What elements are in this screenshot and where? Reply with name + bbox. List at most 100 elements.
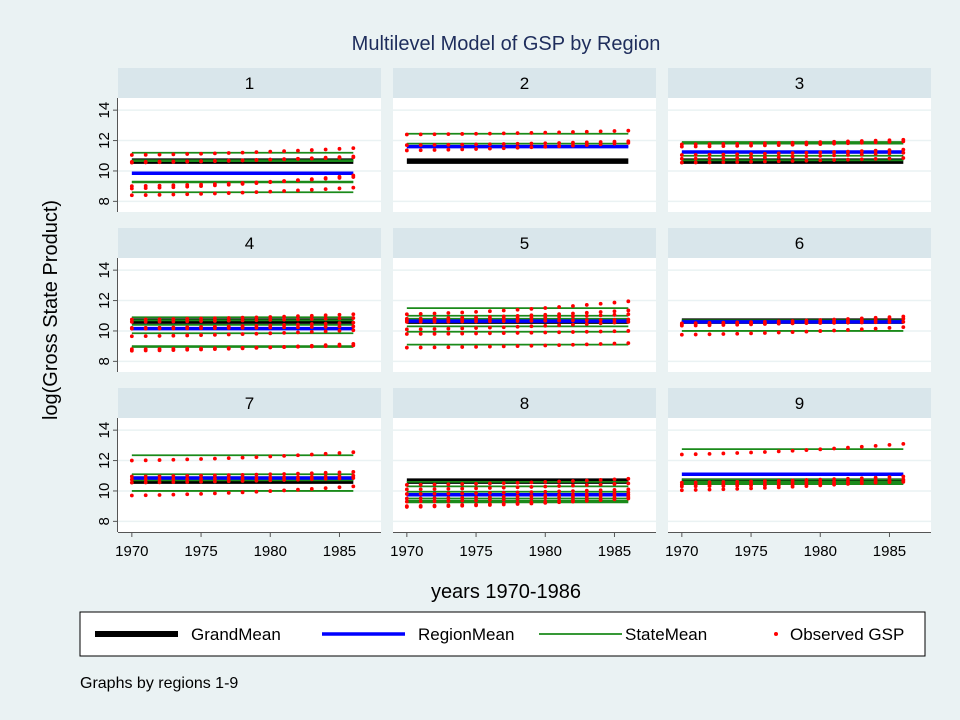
observed-point [790, 484, 795, 489]
observed-point [212, 319, 217, 323]
observed-point [487, 131, 492, 136]
observed-point [749, 483, 753, 488]
observed-point [832, 446, 837, 451]
observed-point [129, 193, 134, 198]
observed-point [185, 159, 190, 164]
observed-point [268, 345, 273, 350]
observed-point [199, 159, 203, 163]
observed-point [268, 331, 273, 336]
observed-point [515, 502, 520, 506]
observed-point [501, 131, 506, 136]
observed-point [446, 132, 451, 137]
observed-point [557, 315, 562, 319]
observed-point [818, 447, 823, 452]
observed-point [584, 498, 589, 503]
observed-point [282, 314, 287, 319]
observed-point [887, 479, 892, 484]
observed-point [446, 147, 451, 152]
observed-point [446, 486, 451, 491]
observed-point [432, 327, 437, 331]
observed-point [460, 345, 465, 349]
observed-point [818, 153, 823, 158]
observed-point [351, 476, 356, 480]
observed-point [226, 191, 231, 195]
observed-point [199, 346, 203, 351]
observed-point [584, 143, 589, 147]
observed-point [157, 477, 162, 482]
observed-point [157, 347, 162, 351]
x-tick-label: 1985 [323, 543, 356, 560]
observed-point [873, 443, 878, 448]
graphs-by-note: Graphs by regions 1-9 [80, 675, 238, 692]
observed-point [446, 311, 451, 315]
observed-point [474, 326, 478, 330]
observed-point [474, 147, 478, 151]
observed-point [418, 332, 423, 336]
panel-header [393, 68, 656, 98]
observed-point [487, 344, 492, 349]
observed-point [846, 482, 850, 486]
observed-point [309, 156, 314, 161]
observed-point [240, 315, 245, 320]
observed-point [873, 326, 878, 331]
observed-point [351, 173, 356, 178]
observed-point [418, 327, 423, 332]
observed-point [887, 320, 892, 324]
observed-point [790, 151, 795, 156]
x-tick-label: 1975 [184, 543, 217, 560]
observed-point [268, 478, 273, 483]
observed-point [185, 184, 190, 189]
observed-point [515, 497, 520, 502]
observed-point [515, 141, 520, 146]
observed-point [598, 313, 603, 318]
x-tick-label: 1980 [804, 543, 837, 560]
observed-point [240, 455, 245, 460]
observed-point [226, 456, 231, 461]
observed-point [776, 485, 781, 490]
observed-point [721, 484, 726, 488]
observed-point [404, 482, 409, 487]
observed-point [557, 130, 562, 135]
observed-point [487, 495, 492, 500]
observed-point [351, 324, 356, 329]
observed-point [296, 314, 300, 319]
observed-point [460, 491, 465, 496]
observed-point [501, 494, 506, 499]
observed-point [337, 146, 342, 151]
observed-point [818, 321, 823, 325]
observed-point [296, 487, 300, 492]
observed-point [626, 299, 631, 304]
observed-point [762, 143, 767, 148]
observed-point [529, 496, 534, 501]
observed-point [460, 147, 465, 152]
observed-point [557, 141, 562, 145]
observed-point [309, 471, 314, 476]
observed-point [501, 319, 506, 324]
panel-6: 6 [668, 228, 931, 372]
observed-point [515, 307, 520, 312]
observed-point [157, 152, 162, 157]
observed-point [543, 493, 548, 498]
observed-point [460, 486, 465, 491]
panel-4: 4 8 10 12 14 [96, 228, 381, 372]
observed-point [543, 141, 548, 146]
observed-point [776, 449, 781, 454]
observed-point [460, 132, 465, 136]
observed-point [226, 479, 231, 484]
observed-point [404, 345, 409, 350]
observed-point [185, 480, 190, 484]
observed-point [226, 316, 231, 320]
observed-point [418, 311, 423, 316]
observed-point [157, 159, 162, 164]
observed-point [571, 483, 575, 488]
observed-point [296, 330, 300, 335]
panel-header [393, 388, 656, 418]
observed-point [474, 344, 478, 349]
observed-point [598, 310, 603, 314]
observed-point [296, 148, 300, 153]
observed-point [543, 130, 548, 135]
observed-point [721, 160, 726, 165]
observed-point [460, 495, 465, 500]
panel-title: 6 [795, 234, 804, 253]
observed-point [557, 495, 562, 500]
